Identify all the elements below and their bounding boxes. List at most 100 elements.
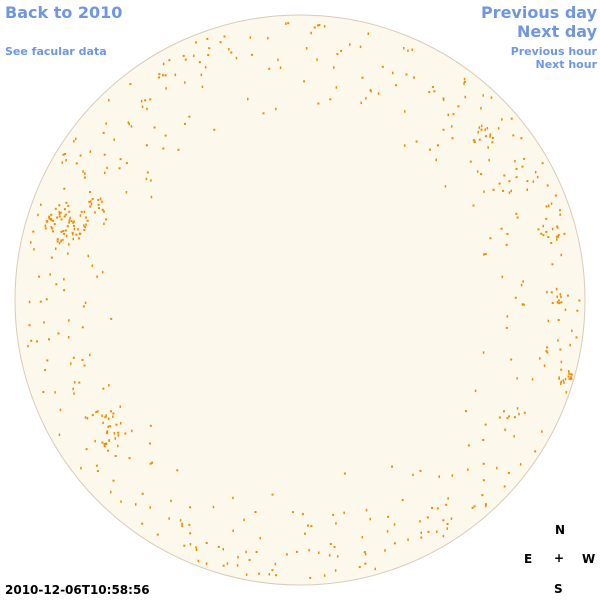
facula-speck bbox=[369, 89, 372, 92]
facula-speck bbox=[195, 548, 198, 551]
facula-speck bbox=[69, 216, 71, 220]
facula-speck bbox=[63, 233, 66, 235]
facula-speck bbox=[184, 58, 187, 61]
facula-speck bbox=[340, 49, 343, 52]
previous-hour-link[interactable]: Previous hour bbox=[510, 45, 597, 58]
facula-speck bbox=[307, 524, 309, 527]
facula-speck bbox=[170, 499, 172, 503]
facula-speck bbox=[497, 127, 500, 130]
facula-speck bbox=[526, 180, 529, 183]
facula-speck bbox=[125, 162, 128, 165]
facula-speck bbox=[405, 73, 408, 76]
facula-speck bbox=[508, 415, 510, 418]
facula-speck bbox=[102, 421, 104, 425]
facula-speck bbox=[545, 217, 548, 220]
back-to-year-link[interactable]: Back to 2010 bbox=[5, 3, 123, 22]
facula-speck bbox=[102, 387, 105, 390]
facula-speck bbox=[498, 416, 501, 419]
facula-speck bbox=[103, 445, 106, 448]
facula-speck bbox=[485, 504, 487, 508]
see-facular-data-link[interactable]: See facular data bbox=[5, 45, 107, 58]
facula-speck bbox=[526, 188, 528, 191]
facula-speck bbox=[168, 517, 170, 520]
facula-speck bbox=[560, 380, 562, 384]
facula-speck bbox=[510, 189, 512, 193]
facula-speck bbox=[120, 500, 122, 503]
facula-speck bbox=[521, 303, 524, 306]
facula-speck bbox=[243, 518, 245, 522]
facula-speck bbox=[96, 470, 99, 472]
facula-speck bbox=[541, 162, 544, 165]
facula-speck bbox=[110, 317, 113, 320]
facula-speck bbox=[58, 241, 61, 245]
facula-speck bbox=[101, 414, 103, 417]
facula-speck bbox=[473, 505, 476, 508]
facula-speck bbox=[80, 210, 83, 213]
facula-speck bbox=[463, 80, 466, 83]
facula-speck bbox=[420, 531, 422, 534]
facula-speck bbox=[50, 256, 53, 259]
facula-speck bbox=[83, 224, 85, 227]
facula-speck bbox=[560, 360, 563, 364]
facula-speck bbox=[551, 263, 554, 266]
facula-speck bbox=[536, 175, 539, 179]
facula-speck bbox=[149, 462, 152, 465]
facula-speck bbox=[141, 492, 144, 495]
facula-speck bbox=[547, 319, 550, 323]
facula-speck bbox=[195, 41, 197, 44]
facula-speck bbox=[64, 208, 66, 211]
facula-speck bbox=[168, 59, 171, 62]
facula-speck bbox=[67, 252, 69, 255]
facula-speck bbox=[153, 126, 156, 129]
facula-speck bbox=[478, 138, 481, 141]
next-hour-link[interactable]: Next hour bbox=[535, 58, 598, 71]
facula-speck bbox=[73, 392, 75, 395]
facula-speck bbox=[141, 522, 144, 525]
facula-speck bbox=[75, 162, 78, 165]
facula-speck bbox=[75, 233, 78, 236]
facula-speck bbox=[570, 377, 573, 380]
facula-speck bbox=[78, 237, 80, 240]
facula-speck bbox=[463, 82, 465, 85]
facula-speck bbox=[480, 107, 482, 110]
previous-day-link[interactable]: Previous day bbox=[480, 3, 597, 22]
facula-speck bbox=[442, 534, 445, 538]
facula-speck bbox=[550, 202, 553, 205]
facula-speck bbox=[407, 49, 409, 52]
facula-speck bbox=[59, 211, 62, 214]
facula-speck bbox=[534, 170, 537, 174]
facula-speck bbox=[557, 339, 559, 342]
facula-speck bbox=[78, 381, 81, 384]
facula-speck bbox=[91, 414, 94, 417]
next-day-link[interactable]: Next day bbox=[517, 22, 597, 41]
facula-speck bbox=[251, 53, 253, 56]
facula-speck bbox=[274, 562, 277, 566]
facula-speck bbox=[480, 173, 483, 176]
facula-speck bbox=[50, 226, 53, 229]
facula-speck bbox=[474, 140, 476, 143]
facula-speck bbox=[56, 238, 59, 241]
facula-speck bbox=[55, 283, 58, 286]
facula-speck bbox=[407, 538, 409, 541]
facula-speck bbox=[442, 97, 445, 100]
facula-speck bbox=[287, 22, 290, 25]
facula-speck bbox=[197, 559, 200, 563]
facula-speck bbox=[393, 542, 396, 545]
facula-speck bbox=[446, 523, 449, 525]
facula-speck bbox=[78, 232, 81, 236]
facula-speck bbox=[98, 207, 100, 210]
facula-speck bbox=[145, 177, 148, 181]
facula-speck bbox=[201, 85, 204, 89]
facula-speck bbox=[471, 506, 474, 509]
facula-speck bbox=[49, 273, 51, 276]
facula-speck bbox=[435, 158, 437, 162]
facula-speck bbox=[101, 200, 103, 203]
facula-speck bbox=[349, 43, 351, 46]
facula-speck bbox=[486, 127, 489, 130]
facula-speck bbox=[557, 319, 560, 321]
facula-speck bbox=[560, 368, 563, 371]
facula-speck bbox=[271, 569, 274, 572]
facula-speck bbox=[68, 219, 71, 222]
facula-speck bbox=[522, 303, 525, 306]
facula-speck bbox=[84, 226, 87, 229]
